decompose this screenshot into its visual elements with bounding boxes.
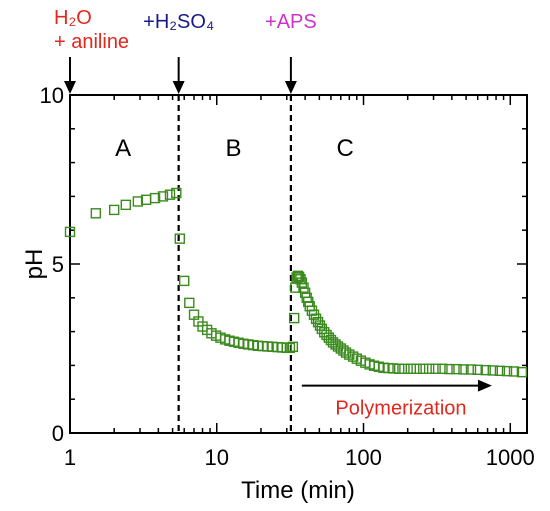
data-point — [472, 364, 483, 375]
series-points — [64, 187, 528, 378]
data-point — [417, 363, 429, 374]
event-label: + aniline — [54, 31, 129, 53]
plot-border — [69, 94, 528, 434]
data-point — [179, 275, 190, 287]
data-point — [501, 365, 513, 377]
annotation-layer: Polymerization — [301, 379, 492, 419]
data-point — [288, 312, 300, 324]
event-label: +APS — [265, 11, 317, 33]
data-point — [312, 316, 324, 328]
data-point — [480, 364, 491, 376]
y-tick-label: 10 — [40, 83, 64, 108]
x-axis-title: Time (min) — [241, 477, 355, 504]
region-label: B — [225, 135, 241, 162]
y-tick-label: 5 — [52, 252, 64, 277]
event-arrow-head — [64, 81, 76, 94]
polymerization-arrow-head — [477, 379, 492, 392]
x-axis: 1 10 100 1000 — [64, 95, 535, 470]
x-tick-label: 100 — [345, 445, 382, 470]
x-tick-label: 10 — [205, 445, 229, 470]
data-point — [64, 226, 76, 238]
data-point — [108, 204, 120, 216]
data-point — [149, 192, 161, 204]
data-point — [494, 365, 506, 377]
event-arrow-head — [172, 81, 185, 94]
data-point — [508, 366, 520, 377]
data-point — [430, 363, 441, 374]
data-point — [287, 341, 299, 353]
data-point — [458, 364, 469, 375]
x-tick-label: 1000 — [486, 445, 535, 470]
data-point — [487, 365, 498, 376]
data-point — [157, 191, 169, 202]
region-label: C — [337, 135, 354, 162]
plot-frame — [69, 94, 528, 434]
data-point — [388, 363, 399, 374]
data-point — [293, 271, 305, 283]
x-tick-label: 1 — [64, 445, 76, 470]
y-axis: 0 5 10 — [40, 83, 527, 446]
data-point — [405, 363, 417, 374]
data-point — [393, 363, 405, 374]
data-point — [132, 196, 144, 207]
y-tick-label: 0 — [52, 421, 64, 446]
region-label: A — [115, 135, 131, 162]
data-point — [284, 342, 296, 354]
event-label: +H₂SO₄ — [143, 11, 214, 33]
data-point — [423, 363, 435, 374]
data-point — [437, 363, 448, 374]
data-point — [174, 233, 186, 244]
data-point — [516, 366, 528, 378]
polymerization-label: Polymerization — [335, 397, 466, 419]
event-arrow-head — [284, 81, 297, 94]
regions-layer: A B C — [115, 135, 354, 162]
data-point — [120, 199, 131, 211]
data-point — [184, 297, 195, 309]
data-point — [171, 187, 182, 199]
data-point — [465, 364, 477, 375]
data-point — [399, 363, 410, 374]
event-label: H₂O — [54, 7, 92, 29]
data-point — [444, 363, 455, 375]
data-point — [90, 208, 102, 219]
y-axis-title: pH — [21, 249, 48, 280]
data-point — [411, 363, 422, 374]
events-layer: H₂O+ aniline +H₂SO₄ +APS — [54, 7, 317, 433]
data-point — [451, 363, 462, 375]
data-point — [164, 189, 176, 200]
data-point — [140, 194, 152, 205]
